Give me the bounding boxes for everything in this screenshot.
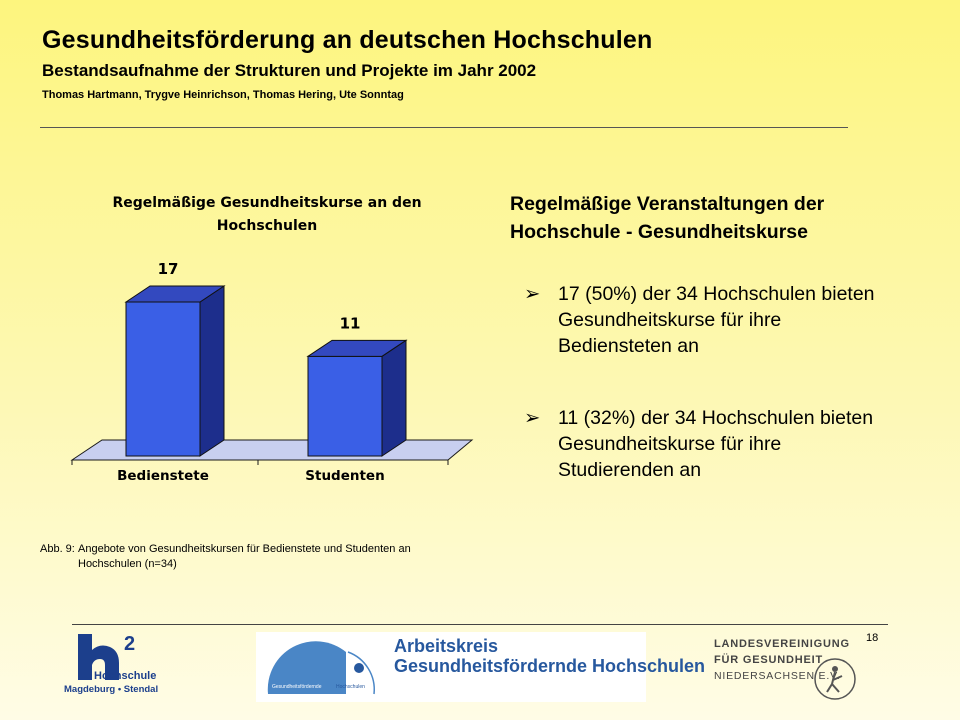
authors-line: Thomas Hartmann, Trygve Heinrichson, Tho… bbox=[42, 89, 404, 101]
page-number: 18 bbox=[866, 632, 879, 644]
lvg-line-2: FÜR GESUNDHEIT bbox=[714, 654, 823, 666]
svg-text:2: 2 bbox=[124, 633, 135, 655]
bar-chart: Regelmäßige Gesundheitskurse an den Hochs… bbox=[70, 195, 474, 484]
bullet-text-2: 11 (32%) der 34 Hochschulen bieten Gesun… bbox=[558, 407, 874, 481]
arbeitskreis-banner: Gesundheitsfördernde Hochschulen Arbeits… bbox=[256, 632, 705, 702]
bar-front bbox=[125, 301, 201, 457]
banner-small-left: Gesundheitsfördernde bbox=[272, 684, 322, 690]
header-divider bbox=[40, 127, 848, 128]
bar-data-label: 11 bbox=[340, 314, 361, 332]
lvg-logo: LANDESVEREINIGUNG FÜR GESUNDHEIT NIEDERS… bbox=[714, 636, 864, 706]
chart-title-line-2: Hochschulen bbox=[217, 218, 317, 234]
logo-location-text: Magdeburg • Stendal bbox=[64, 684, 159, 695]
caption-text: Angebote von Gesundheitskursen für Bedie… bbox=[78, 543, 411, 570]
content-heading: Regelmäßige Veranstaltungen der Hochschu… bbox=[510, 193, 825, 243]
footer-divider bbox=[72, 624, 888, 625]
logo-hochschule-text: Hochschule bbox=[94, 670, 157, 682]
chart-title-line-1: Regelmäßige Gesundheitskurse an den bbox=[112, 195, 421, 211]
page-subtitle: Bestandsaufnahme der Strukturen und Proj… bbox=[42, 61, 537, 80]
bar-front bbox=[307, 355, 383, 457]
bullet-arrow-icon: ➢ bbox=[524, 283, 541, 305]
lvg-line-1: LANDESVEREINIGUNG bbox=[714, 638, 850, 650]
page-title: Gesundheitsförderung an deutschen Hochsc… bbox=[42, 26, 653, 54]
bar-side bbox=[381, 339, 407, 457]
lvg-line-3: NIEDERSACHSEN E.V. bbox=[714, 670, 841, 682]
banner-line-2: Gesundheitsfördernde Hochschulen bbox=[394, 656, 706, 676]
bullet-arrow-icon: ➢ bbox=[524, 407, 541, 429]
arbeitskreis-logo-icon bbox=[267, 641, 375, 695]
x-tick-label: Bedienstete bbox=[117, 468, 209, 484]
bar-side bbox=[199, 285, 225, 457]
bar-top bbox=[124, 285, 226, 303]
caption-label: Abb. 9: bbox=[40, 543, 75, 555]
bullet-text-1: 17 (50%) der 34 Hochschulen bieten Gesun… bbox=[558, 283, 875, 357]
lvg-figure-icon bbox=[814, 658, 856, 700]
banner-line-1: Arbeitskreis bbox=[394, 636, 499, 656]
h2-hochschule-logo: 2 Hochschule Magdeburg • Stendal bbox=[64, 630, 158, 698]
h2-logo-icon: 2 bbox=[78, 633, 135, 683]
x-tick-label: Studenten bbox=[305, 468, 384, 484]
banner-small-right: Hochschulen bbox=[336, 684, 365, 690]
bar-data-label: 17 bbox=[158, 260, 179, 278]
bar-top bbox=[306, 339, 408, 357]
